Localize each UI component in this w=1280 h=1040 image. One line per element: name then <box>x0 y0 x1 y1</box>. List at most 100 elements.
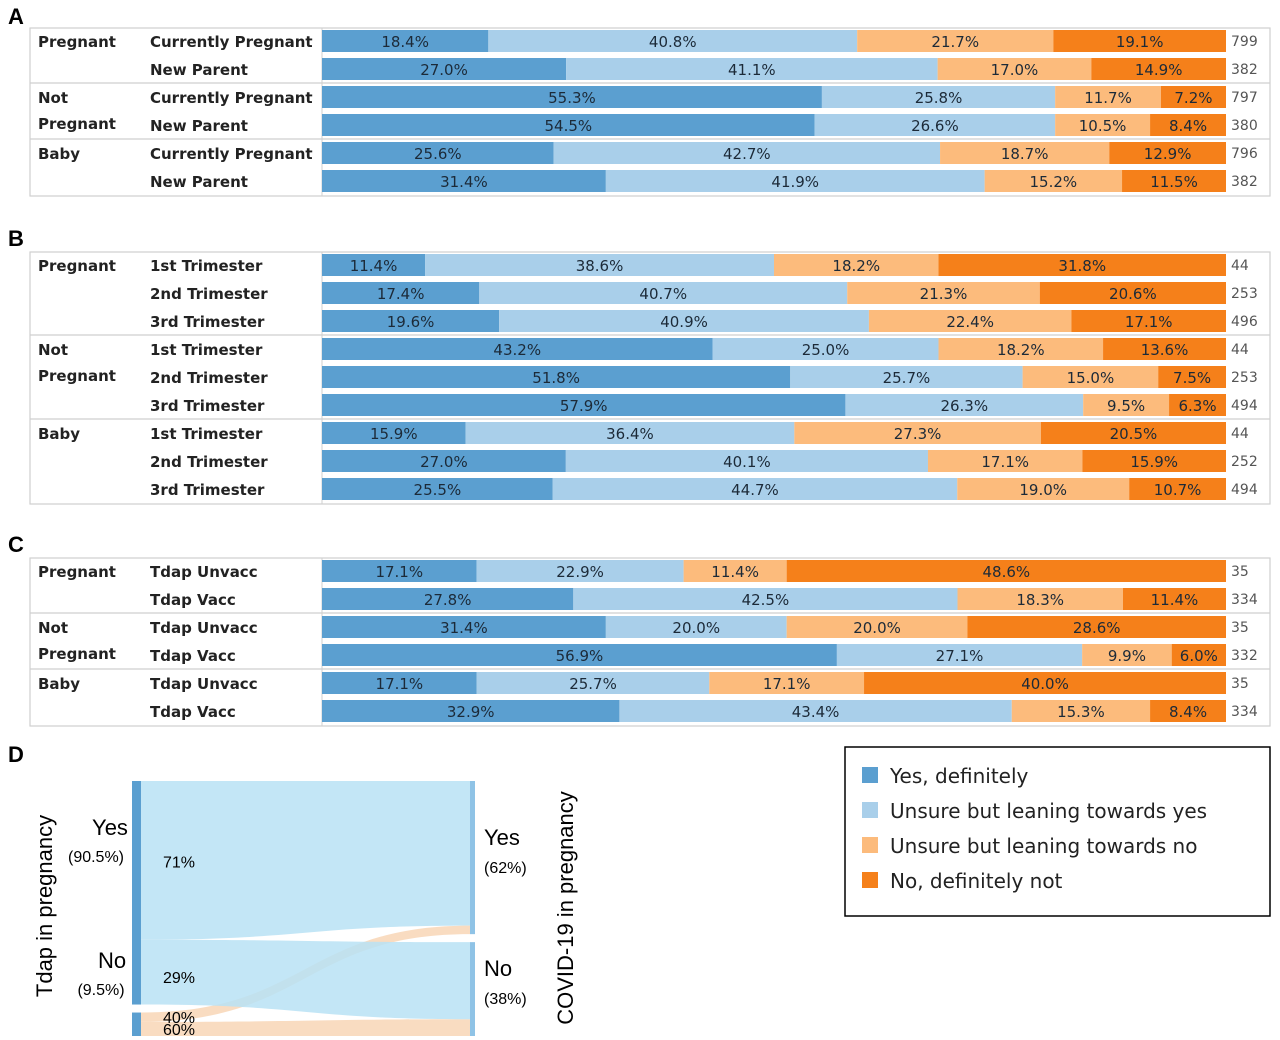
group-label: Pregnant <box>38 33 116 51</box>
group-label: Not <box>38 89 68 107</box>
data-label: 10.5% <box>1079 117 1127 135</box>
legend-item: Yes, definitely <box>862 764 1029 788</box>
bar-segment-no-definitely <box>938 254 1226 276</box>
group-label: Baby <box>38 145 80 163</box>
bar-segment-no-definitely <box>1122 170 1226 192</box>
bar-segment-leaning-yes <box>845 394 1084 416</box>
legend-swatch <box>862 767 878 783</box>
group-label: Pregnant <box>38 367 116 385</box>
data-label: 54.5% <box>545 117 593 135</box>
flow-label: 71% <box>163 854 195 871</box>
data-label: 15.9% <box>370 425 418 443</box>
panel-letter: D <box>8 742 24 767</box>
group-label: Baby <box>38 675 80 693</box>
group: Baby 1st Trimester 15.9% 36.4% 27.3% 20.5% 44 2… <box>30 418 1270 500</box>
data-label: 25.0% <box>802 341 850 359</box>
data-label: 27.1% <box>936 647 984 665</box>
node-right-yes <box>470 781 475 935</box>
data-label: 9.9% <box>1108 647 1146 665</box>
sample-size: 44 <box>1231 426 1249 442</box>
data-label: 8.4% <box>1169 703 1207 721</box>
row-label: 3rd Trimester <box>150 313 265 331</box>
bar-segment-no-definitely <box>1150 700 1226 722</box>
panel-frame <box>29 251 1271 505</box>
data-label: 25.7% <box>883 369 931 387</box>
group: Not Pregnant Currently Pregnant 55.3% 25.8% 1… <box>30 82 1270 136</box>
left-axis-title: Tdap in pregnancy <box>32 815 57 997</box>
flow-no-to-no <box>141 1019 470 1036</box>
group: Pregnant 1st Trimester 11.4% 38.6% 18.2% 31.8… <box>38 254 1258 332</box>
sample-size: 252 <box>1231 454 1258 470</box>
bar-segment-leaning-no <box>940 142 1110 164</box>
row-label: Currently Pregnant <box>150 89 313 107</box>
node-share: (9.5%) <box>77 982 124 999</box>
panel-c: C Pregnant Tdap Unvacc 17.1% 22.9% 11.4% 48.6%… <box>8 532 1271 727</box>
bar-segment-leaning-yes <box>465 422 795 444</box>
bar-segment-leaning-no <box>774 254 939 276</box>
data-label: 13.6% <box>1141 341 1189 359</box>
node-label: Yes <box>484 825 520 850</box>
data-label: 21.7% <box>931 33 979 51</box>
group: Baby Tdap Unvacc 17.1% 25.7% 17.1% 40.0% 35Tda… <box>30 668 1270 722</box>
bar-row: 1st Trimester 43.2% 25.0% 18.2% 13.6% 44 <box>150 338 1249 360</box>
sample-size: 382 <box>1231 174 1258 190</box>
bar-row: 1st Trimester 11.4% 38.6% 18.2% 31.8% 44 <box>150 254 1249 276</box>
data-label: 42.5% <box>742 591 790 609</box>
legend-item: Unsure but leaning towards yes <box>862 799 1207 823</box>
data-label: 7.2% <box>1174 89 1212 107</box>
bar-row: Tdap Vacc 32.9% 43.4% 15.3% 8.4% 334 <box>150 700 1258 722</box>
data-label: 31.4% <box>440 173 488 191</box>
bar-segment-yes-definitely <box>322 394 846 416</box>
bar-segment-leaning-no <box>786 616 968 638</box>
bar-row: Currently Pregnant 18.4% 40.8% 21.7% 19.1% 79… <box>150 30 1258 52</box>
legend-swatch <box>862 837 878 853</box>
data-label: 32.9% <box>447 703 495 721</box>
data-label: 17.0% <box>991 61 1039 79</box>
bar-segment-leaning-yes <box>619 700 1012 722</box>
node-share: (38%) <box>484 991 527 1008</box>
data-label: 41.9% <box>771 173 819 191</box>
row-label: 1st Trimester <box>150 425 263 443</box>
node-share: (62%) <box>484 860 527 877</box>
bar-segment-no-definitely <box>1122 588 1226 610</box>
data-label: 40.8% <box>649 33 697 51</box>
legend-label: Unsure but leaning towards no <box>890 834 1197 858</box>
data-label: 6.3% <box>1178 397 1216 415</box>
bar-segment-leaning-no <box>794 422 1041 444</box>
data-label: 15.3% <box>1057 703 1105 721</box>
data-label: 11.4% <box>711 563 759 581</box>
bar-segment-leaning-yes <box>712 338 939 360</box>
data-label: 10.7% <box>1154 481 1202 499</box>
bar-row: 3rd Trimester 57.9% 26.3% 9.5% 6.3% 494 <box>150 394 1258 416</box>
data-label: 11.4% <box>350 257 398 275</box>
sample-size: 796 <box>1231 146 1258 162</box>
sample-size: 332 <box>1231 648 1258 664</box>
bar-segment-leaning-no <box>709 672 865 694</box>
data-label: 18.3% <box>1016 591 1064 609</box>
sample-size: 799 <box>1231 34 1258 50</box>
group-label: Baby <box>38 425 80 443</box>
bar-segment-no-definitely <box>1103 338 1226 360</box>
row-label: New Parent <box>150 173 248 191</box>
bar-segment-leaning-yes <box>836 644 1083 666</box>
data-label: 6.0% <box>1180 647 1218 665</box>
data-label: 44.7% <box>731 481 779 499</box>
bar-segment-yes-definitely <box>322 700 620 722</box>
data-label: 18.7% <box>1001 145 1049 163</box>
bar-segment-no-definitely <box>1171 644 1226 666</box>
legend-swatch <box>862 872 878 888</box>
node-right-no <box>470 942 475 1036</box>
bar-segment-yes-definitely <box>322 338 713 360</box>
bar-segment-leaning-yes <box>425 254 774 276</box>
data-label: 43.4% <box>792 703 840 721</box>
bar-segment-no-definitely <box>786 560 1226 582</box>
bar-segment-leaning-yes <box>479 282 848 304</box>
data-label: 31.4% <box>440 619 488 637</box>
bar-segment-leaning-no <box>1011 700 1151 722</box>
row-label: Currently Pregnant <box>150 145 313 163</box>
data-label: 17.4% <box>377 285 425 303</box>
row-label: 1st Trimester <box>150 341 263 359</box>
sample-size: 334 <box>1231 704 1258 720</box>
data-label: 25.7% <box>569 675 617 693</box>
data-label: 20.0% <box>672 619 720 637</box>
